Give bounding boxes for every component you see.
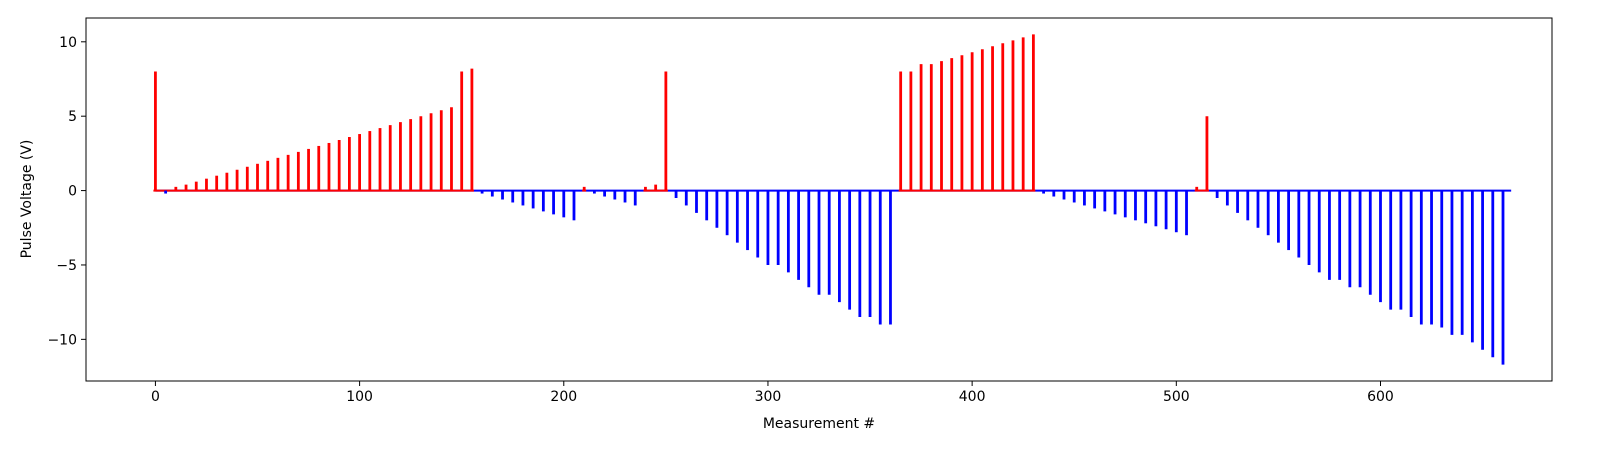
y-axis: −10 −5 0 5 10: [47, 35, 86, 348]
y-axis-label: Pulse Voltage (V): [19, 140, 35, 259]
x-tick-label: 400: [959, 389, 986, 405]
x-tick-label: 100: [346, 389, 373, 405]
x-tick-label: 500: [1163, 389, 1190, 405]
y-tick-label: −10: [47, 332, 77, 348]
y-tick-label: −5: [56, 258, 77, 274]
y-tick-label: 0: [68, 184, 77, 200]
x-tick-label: 0: [151, 389, 160, 405]
x-tick-label: 300: [755, 389, 782, 405]
y-tick-label: 5: [68, 109, 77, 125]
x-axis-label: Measurement #: [763, 416, 875, 432]
x-tick-label: 600: [1367, 389, 1394, 405]
plot-area: [153, 34, 1512, 365]
plot-frame: [85, 17, 1553, 382]
x-tick-label: 200: [550, 389, 577, 405]
y-tick-label: 10: [59, 35, 77, 51]
x-axis: 0 100 200 300 400 500 600: [151, 381, 1394, 405]
